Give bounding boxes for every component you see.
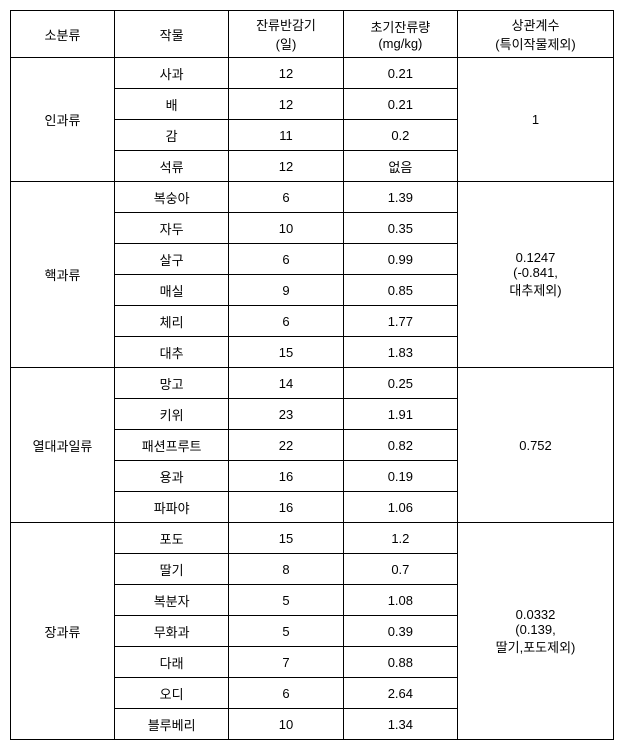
initial-cell: 1.83 — [343, 337, 457, 368]
header-correlation: 상관계수 (특이작물제외) — [458, 11, 614, 58]
halflife-cell: 10 — [229, 213, 343, 244]
header-halflife: 잔류반감기 (일) — [229, 11, 343, 58]
crop-cell: 사과 — [114, 58, 228, 89]
initial-cell: 0.85 — [343, 275, 457, 306]
header-initial-line1: 초기잔류량 — [370, 20, 430, 35]
table-row: 장과류포도151.20.0332(0.139,딸기,포도제외) — [11, 523, 614, 554]
crop-cell: 석류 — [114, 151, 228, 182]
initial-cell: 0.19 — [343, 461, 457, 492]
halflife-cell: 7 — [229, 647, 343, 678]
crop-cell: 파파야 — [114, 492, 228, 523]
initial-cell: 1.06 — [343, 492, 457, 523]
corr-line: (-0.841, — [513, 265, 558, 280]
corr-line: 대추제외) — [509, 283, 561, 298]
halflife-cell: 12 — [229, 58, 343, 89]
initial-cell: 0.82 — [343, 430, 457, 461]
crop-cell: 무화과 — [114, 616, 228, 647]
header-crop: 작물 — [114, 11, 228, 58]
crop-cell: 감 — [114, 120, 228, 151]
corr-line: 딸기,포도제외) — [496, 640, 576, 655]
corr-line: 0.1247 — [516, 250, 556, 265]
crop-cell: 다래 — [114, 647, 228, 678]
halflife-cell: 9 — [229, 275, 343, 306]
crop-cell: 블루베리 — [114, 709, 228, 740]
crop-cell: 포도 — [114, 523, 228, 554]
initial-cell: 0.39 — [343, 616, 457, 647]
subcategory-cell: 핵과류 — [11, 182, 115, 368]
initial-cell: 0.21 — [343, 58, 457, 89]
initial-cell: 0.88 — [343, 647, 457, 678]
halflife-cell: 15 — [229, 523, 343, 554]
initial-cell: 1.2 — [343, 523, 457, 554]
table-row: 인과류사과120.211 — [11, 58, 614, 89]
halflife-cell: 6 — [229, 678, 343, 709]
halflife-cell: 5 — [229, 616, 343, 647]
header-halflife-line2: (일) — [276, 37, 297, 52]
halflife-cell: 5 — [229, 585, 343, 616]
header-initial-line2: (mg/kg) — [378, 36, 422, 51]
correlation-cell: 1 — [458, 58, 614, 182]
halflife-cell: 10 — [229, 709, 343, 740]
header-correlation-line2: (특이작물제외) — [495, 37, 575, 52]
initial-cell: 1.39 — [343, 182, 457, 213]
halflife-cell: 14 — [229, 368, 343, 399]
initial-cell: 2.64 — [343, 678, 457, 709]
halflife-cell: 6 — [229, 244, 343, 275]
corr-line: 0.752 — [519, 438, 552, 453]
header-row: 소분류 작물 잔류반감기 (일) 초기잔류량 (mg/kg) 상관계수 (특이작… — [11, 11, 614, 58]
initial-cell: 0.7 — [343, 554, 457, 585]
crop-cell: 딸기 — [114, 554, 228, 585]
header-halflife-line1: 잔류반감기 — [256, 18, 316, 33]
header-subcategory: 소분류 — [11, 11, 115, 58]
header-correlation-line1: 상관계수 — [512, 18, 560, 33]
corr-line: (0.139, — [515, 622, 555, 637]
crop-cell: 체리 — [114, 306, 228, 337]
initial-cell: 1.91 — [343, 399, 457, 430]
crop-cell: 망고 — [114, 368, 228, 399]
crop-cell: 자두 — [114, 213, 228, 244]
correlation-cell: 0.0332(0.139, 딸기,포도제외) — [458, 523, 614, 740]
subcategory-cell: 인과류 — [11, 58, 115, 182]
halflife-cell: 11 — [229, 120, 343, 151]
initial-cell: 1.77 — [343, 306, 457, 337]
crop-cell: 살구 — [114, 244, 228, 275]
crop-cell: 매실 — [114, 275, 228, 306]
crop-cell: 복숭아 — [114, 182, 228, 213]
halflife-cell: 8 — [229, 554, 343, 585]
halflife-cell: 15 — [229, 337, 343, 368]
subcategory-cell: 열대과일류 — [11, 368, 115, 523]
initial-cell: 0.21 — [343, 89, 457, 120]
crop-cell: 용과 — [114, 461, 228, 492]
halflife-cell: 16 — [229, 492, 343, 523]
halflife-cell: 6 — [229, 306, 343, 337]
initial-cell: 1.08 — [343, 585, 457, 616]
initial-cell: 0.2 — [343, 120, 457, 151]
crop-cell: 키위 — [114, 399, 228, 430]
halflife-cell: 23 — [229, 399, 343, 430]
initial-cell: 0.35 — [343, 213, 457, 244]
initial-cell: 1.34 — [343, 709, 457, 740]
halflife-cell: 6 — [229, 182, 343, 213]
crop-cell: 오디 — [114, 678, 228, 709]
crop-cell: 대추 — [114, 337, 228, 368]
table-row: 핵과류복숭아61.390.1247(-0.841,대추제외) — [11, 182, 614, 213]
correlation-cell: 0.752 — [458, 368, 614, 523]
correlation-cell: 0.1247(-0.841, 대추제외) — [458, 182, 614, 368]
table-row: 열대과일류망고140.250.752 — [11, 368, 614, 399]
initial-cell: 없음 — [343, 151, 457, 182]
crop-cell: 배 — [114, 89, 228, 120]
halflife-cell: 16 — [229, 461, 343, 492]
halflife-cell: 12 — [229, 151, 343, 182]
crop-cell: 복분자 — [114, 585, 228, 616]
corr-line: 0.0332 — [516, 607, 556, 622]
corr-line: 1 — [532, 112, 539, 127]
subcategory-cell: 장과류 — [11, 523, 115, 740]
initial-cell: 0.25 — [343, 368, 457, 399]
crop-cell: 패션프루트 — [114, 430, 228, 461]
initial-cell: 0.99 — [343, 244, 457, 275]
halflife-cell: 22 — [229, 430, 343, 461]
header-initial: 초기잔류량 (mg/kg) — [343, 11, 457, 58]
data-table: 소분류 작물 잔류반감기 (일) 초기잔류량 (mg/kg) 상관계수 (특이작… — [10, 10, 614, 740]
halflife-cell: 12 — [229, 89, 343, 120]
